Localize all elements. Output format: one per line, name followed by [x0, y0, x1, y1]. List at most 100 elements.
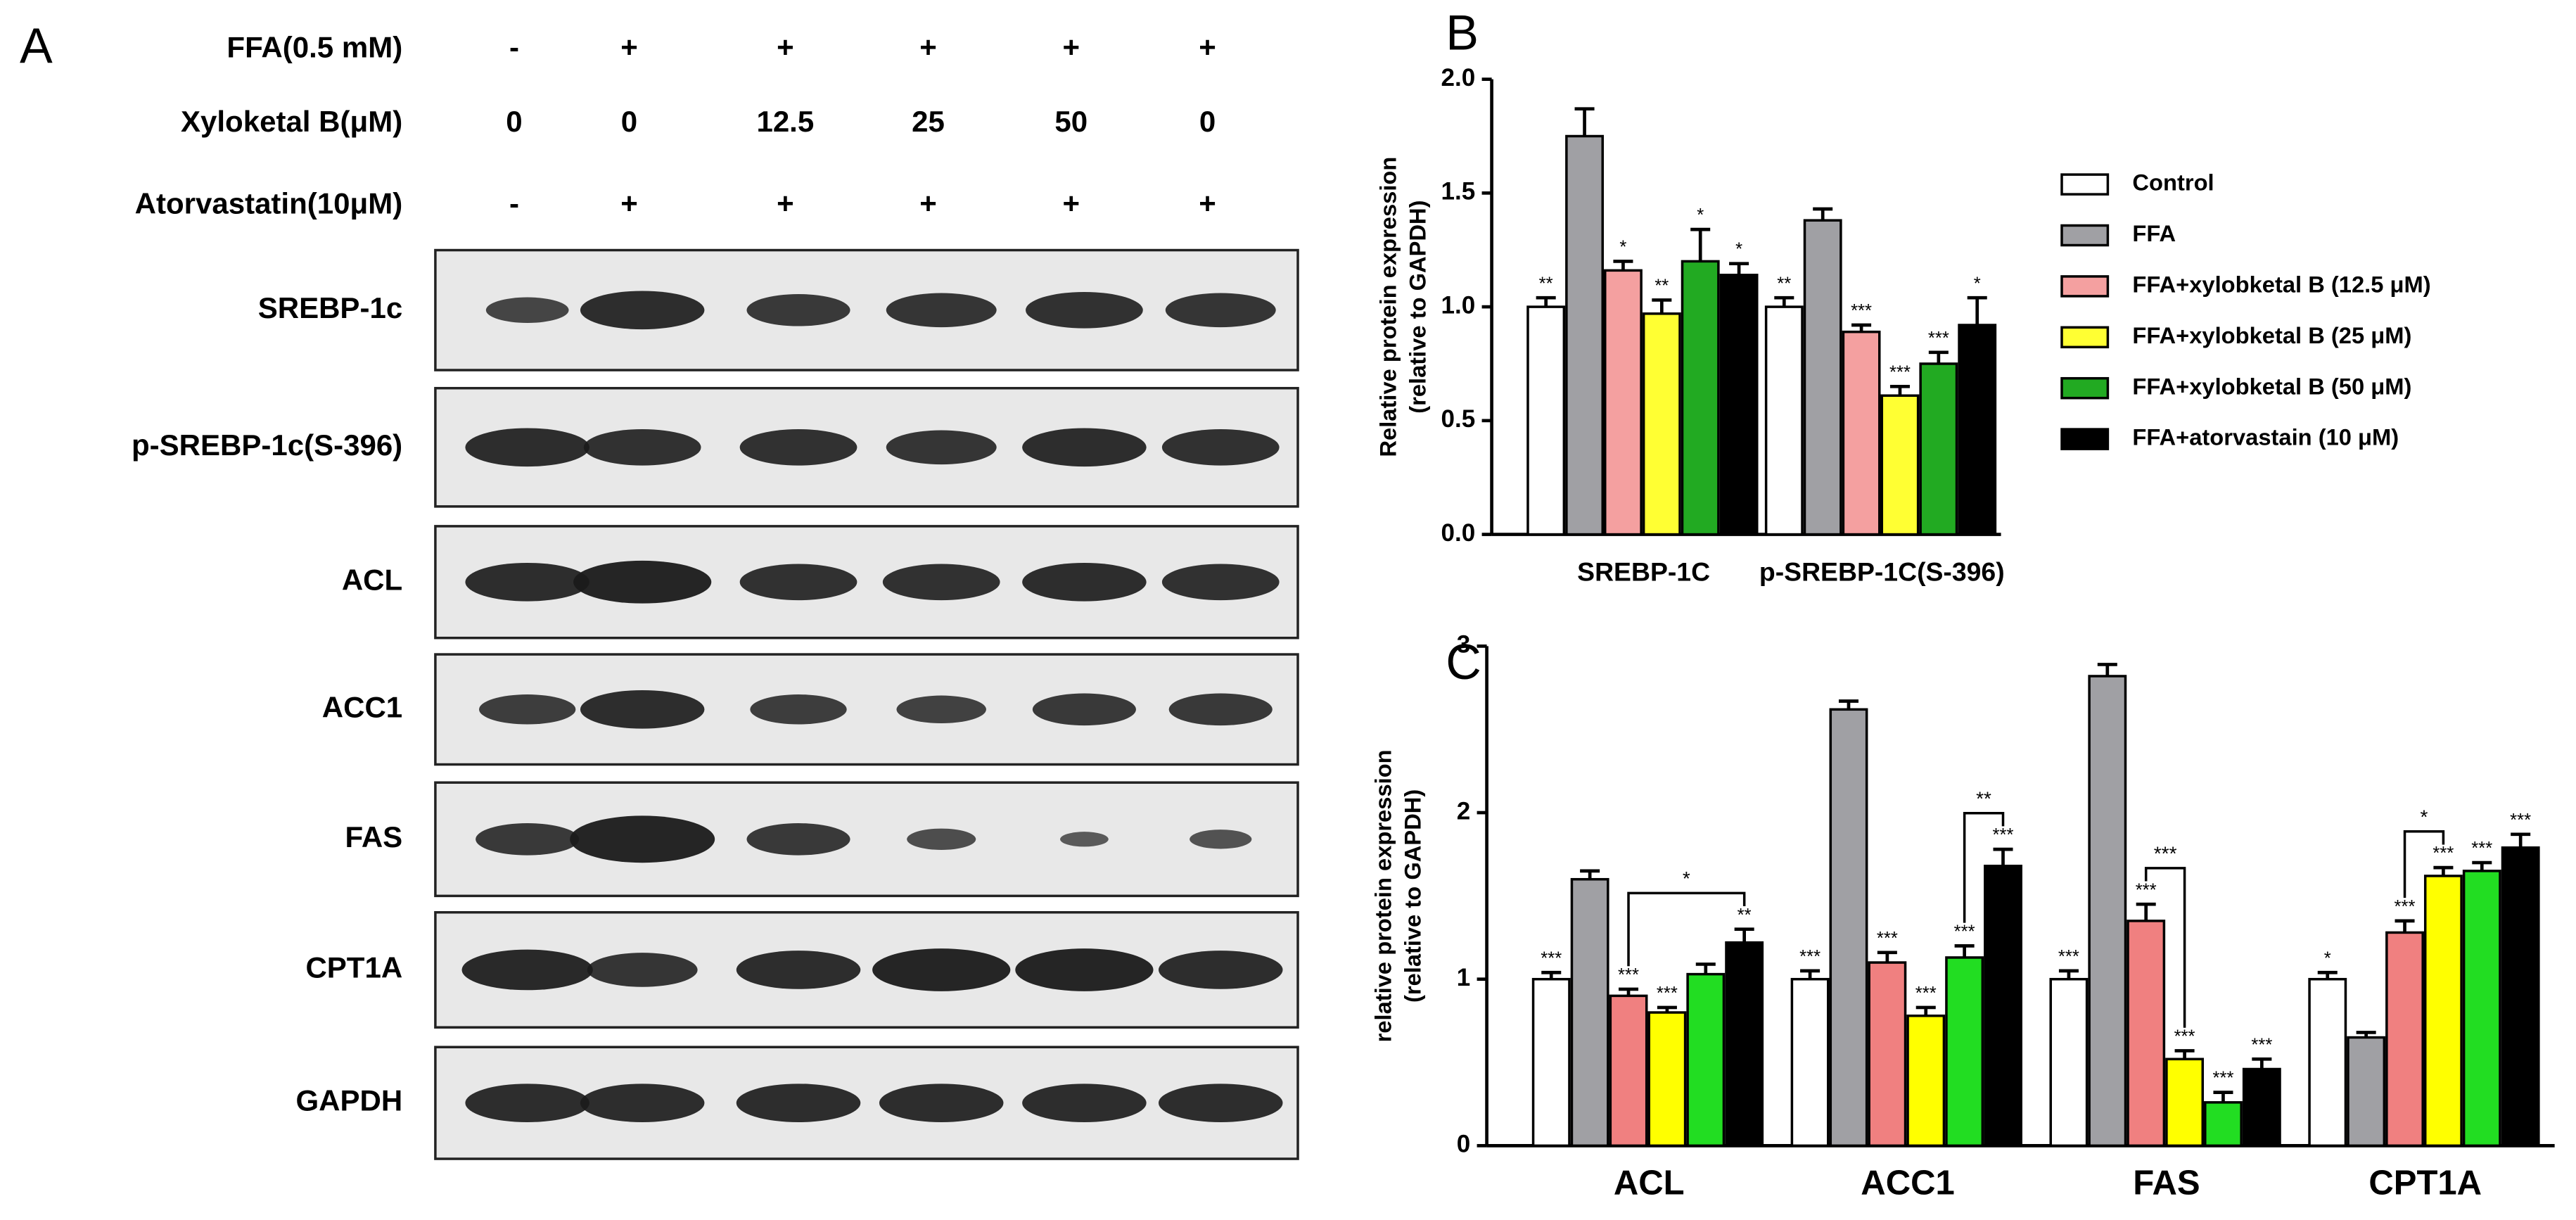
panel-label: B	[1446, 5, 1479, 60]
blot-label: GAPDH	[295, 1084, 402, 1117]
significance: ***	[1889, 362, 1911, 382]
legend-swatch	[2060, 428, 2110, 450]
blot-band	[1190, 830, 1252, 849]
bar	[2049, 977, 2089, 1148]
condition-entry: +	[919, 187, 937, 220]
error-bar	[1774, 296, 1794, 307]
error-bar	[1695, 962, 1716, 974]
blot-band	[746, 294, 850, 326]
blot-label: SREBP-1c	[258, 291, 402, 324]
bar	[1803, 219, 1842, 536]
bar	[2308, 977, 2347, 1148]
significance: ***	[1541, 948, 1562, 968]
error-bar	[1851, 323, 1872, 332]
bar	[1868, 961, 1907, 1148]
condition-entry: 0	[1199, 105, 1216, 138]
error-bar	[1536, 296, 1556, 307]
y-axis-label-line: Relative protein expression	[1375, 157, 1401, 457]
x-tick-label: ACL	[1614, 1164, 1685, 1202]
condition-label: FFA(0.5 mM)	[227, 31, 402, 64]
legend-swatch	[2060, 326, 2110, 349]
legend-label: Control	[2132, 170, 2214, 196]
error-bar	[1657, 1005, 1677, 1013]
x-tick-label: p-SREBP-1C(S-396)	[1759, 557, 2005, 586]
blot-band	[886, 293, 997, 328]
blot-band	[570, 815, 715, 863]
significance: ***	[2136, 880, 2157, 900]
bar	[1681, 260, 1720, 536]
blot-band	[1161, 428, 1280, 466]
blot-band	[465, 1084, 589, 1122]
legend-label: FFA+atorvastain (10 μM)	[2132, 424, 2399, 450]
y-tick-label: 1	[1457, 964, 1470, 991]
error-bar	[1889, 384, 1910, 396]
error-bar	[1993, 847, 2013, 866]
blot-band	[465, 428, 589, 467]
error-bar	[2213, 1091, 2233, 1103]
blot-band	[739, 428, 857, 466]
bar	[2347, 1036, 2386, 1148]
error-bar	[1574, 107, 1595, 136]
blot-band	[479, 694, 576, 725]
significance: ***	[1915, 984, 1937, 1003]
significance: ***	[2510, 811, 2531, 830]
error-bar	[1652, 298, 1672, 314]
bar	[1984, 865, 2022, 1148]
condition-entry: +	[620, 31, 638, 64]
legend-label: FFA+xylobketal B (50 μM)	[2132, 373, 2411, 399]
bar	[1719, 274, 1759, 536]
error-bar	[2252, 1057, 2272, 1069]
bar	[1686, 972, 1726, 1148]
bar	[1919, 362, 1958, 536]
error-bar	[1690, 227, 1711, 262]
condition-label: Xyloketal B(μM)	[181, 105, 402, 138]
error-bar	[2472, 860, 2492, 871]
blot-band	[1022, 428, 1147, 467]
blot-band	[1022, 1084, 1147, 1122]
significance: ***	[2174, 1027, 2195, 1047]
error-bar	[2174, 1049, 2195, 1060]
error-bar	[1877, 951, 1897, 963]
significance: ***	[1799, 947, 1821, 967]
blot-band	[1165, 293, 1276, 328]
blot-band	[746, 823, 850, 856]
significance: *	[2324, 948, 2331, 968]
significance: *	[1697, 205, 1704, 225]
blot-band	[1026, 291, 1143, 329]
condition-entry: 12.5	[756, 105, 814, 138]
significance: ***	[1993, 825, 2014, 845]
blot-band	[882, 564, 1000, 601]
y-tick-label: 0.0	[1441, 519, 1476, 547]
panel-label: C	[1446, 635, 1481, 690]
error-bar	[1813, 207, 1833, 221]
bar	[1531, 977, 1571, 1148]
blot-band	[1161, 564, 1280, 601]
y-tick-label: 2	[1457, 797, 1470, 825]
error-bar	[1928, 350, 1949, 364]
blot-band	[580, 690, 705, 729]
error-bar	[1619, 987, 1639, 996]
significance: ***	[2432, 844, 2454, 863]
bar	[1764, 305, 1804, 536]
error-bar	[1954, 944, 1975, 958]
blot-band	[886, 430, 997, 465]
comparison-label: *	[1683, 868, 1690, 889]
bar	[2423, 875, 2463, 1148]
bar	[1880, 394, 1920, 536]
comparison-bracket	[1627, 891, 1746, 967]
bar	[1725, 941, 1764, 1148]
significance: *	[1619, 238, 1626, 258]
x-tick-label: CPT1A	[2368, 1164, 2482, 1202]
panel-label: A	[20, 18, 53, 73]
error-bar	[2356, 1031, 2376, 1038]
comparison-label: ***	[2154, 843, 2177, 865]
blot-band	[750, 694, 847, 725]
error-bar	[2317, 970, 2338, 979]
error-bar	[1838, 699, 1858, 710]
blot-band	[465, 562, 589, 602]
condition-entry: 25	[912, 105, 945, 138]
blot-band	[896, 695, 986, 724]
y-axis-label-line: relative protein expression	[1370, 749, 1396, 1042]
error-bar	[1915, 1005, 1936, 1016]
error-bar	[1541, 970, 1562, 979]
